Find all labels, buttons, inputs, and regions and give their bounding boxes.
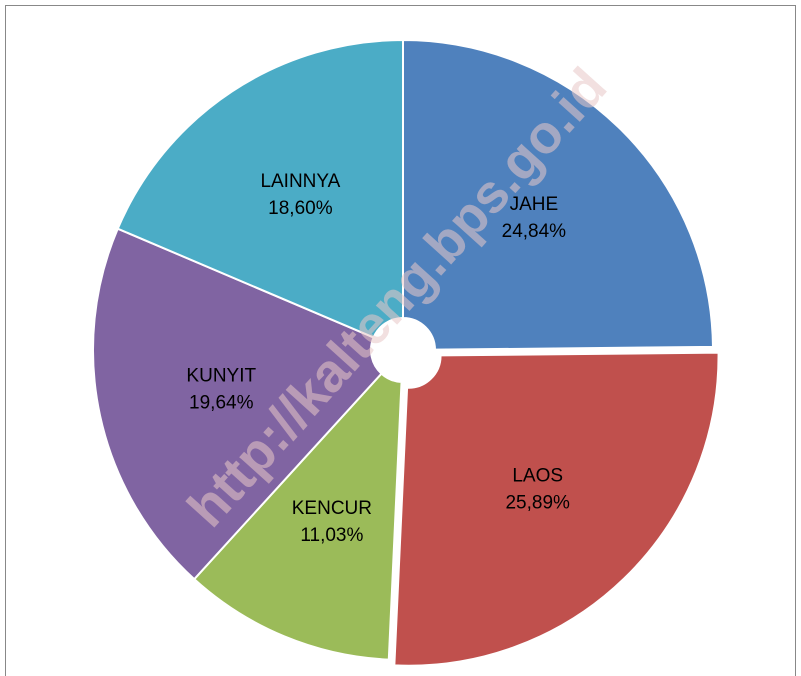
- chart-border: [5, 5, 796, 676]
- slice-value: 11,03%: [300, 525, 363, 546]
- slice-value: 25,89%: [505, 493, 570, 514]
- slice-name: LAINNYA: [260, 171, 340, 192]
- pie-slice: [92, 227, 383, 581]
- slice-name: JAHE: [510, 194, 559, 215]
- slice-name: LAOS: [512, 466, 563, 487]
- pie-slice: [393, 351, 720, 667]
- slice-value: 18,60%: [268, 198, 333, 219]
- pie-slice: [192, 372, 403, 661]
- slice-value: 19,64%: [189, 393, 254, 414]
- pie-slice: [116, 38, 404, 339]
- labels: JAHE 24,84% LAOS 25,89% KENCUR 11,03% KUNYIT 19…: [186, 171, 570, 546]
- slice-name: KUNYIT: [186, 366, 256, 387]
- pie-slice: [402, 38, 714, 351]
- pie: [92, 38, 720, 667]
- slice-value: 24,84%: [502, 221, 567, 242]
- slice-name: KENCUR: [292, 498, 372, 519]
